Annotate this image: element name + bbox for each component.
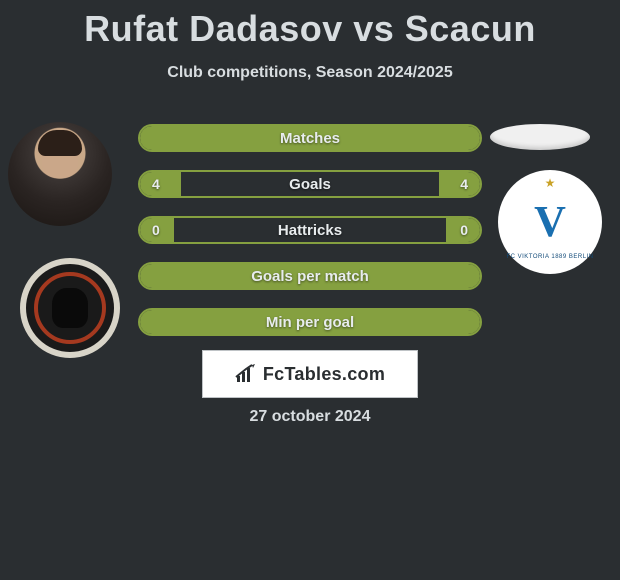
subtitle: Club competitions, Season 2024/2025	[0, 64, 620, 82]
stat-label: Goals per match	[251, 268, 369, 285]
stat-row: Min per goal	[138, 308, 482, 336]
stat-label: Min per goal	[266, 314, 354, 331]
stat-row: Matches	[138, 124, 482, 152]
club-badge-left	[20, 258, 120, 358]
stat-label: Matches	[280, 130, 340, 147]
stat-row: 4 Goals 4	[138, 170, 482, 198]
stat-value-right: 0	[460, 222, 468, 238]
chart-icon	[235, 364, 257, 384]
stat-value-right: 4	[460, 176, 468, 192]
brand-box[interactable]: FcTables.com	[202, 350, 418, 398]
page-title: Rufat Dadasov vs Scacun	[0, 0, 620, 50]
brand-text: FcTables.com	[263, 364, 385, 385]
stat-value-left: 4	[152, 176, 160, 192]
generated-date: 27 october 2024	[0, 408, 620, 426]
player-right-placeholder	[490, 124, 590, 150]
stats-panel: Matches 4 Goals 4 0 Hattricks 0 Goals per match…	[138, 124, 482, 354]
star-icon: ★	[545, 176, 556, 190]
club-badge-right: ★ V FC VIKTORIA 1889 BERLIN	[498, 170, 602, 274]
player-left-photo	[8, 122, 112, 226]
stat-row: 0 Hattricks 0	[138, 216, 482, 244]
stat-label: Hattricks	[278, 222, 342, 239]
stat-label: Goals	[289, 176, 331, 193]
stat-row: Goals per match	[138, 262, 482, 290]
stat-value-left: 0	[152, 222, 160, 238]
